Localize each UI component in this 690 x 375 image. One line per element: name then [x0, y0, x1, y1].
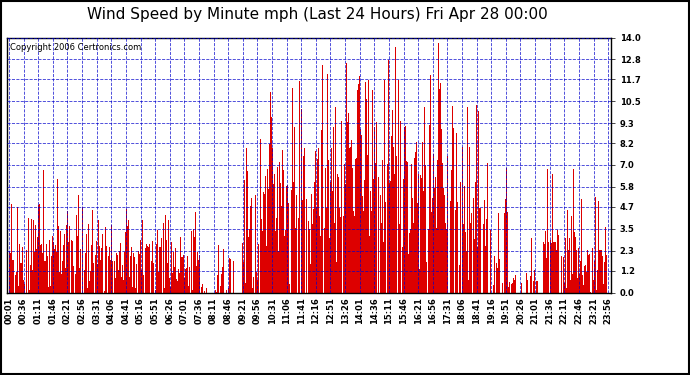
Text: Copyright 2006 Certronics.com: Copyright 2006 Certronics.com: [10, 43, 141, 52]
Text: Wind Speed by Minute mph (Last 24 Hours) Fri Apr 28 00:00: Wind Speed by Minute mph (Last 24 Hours)…: [87, 8, 548, 22]
